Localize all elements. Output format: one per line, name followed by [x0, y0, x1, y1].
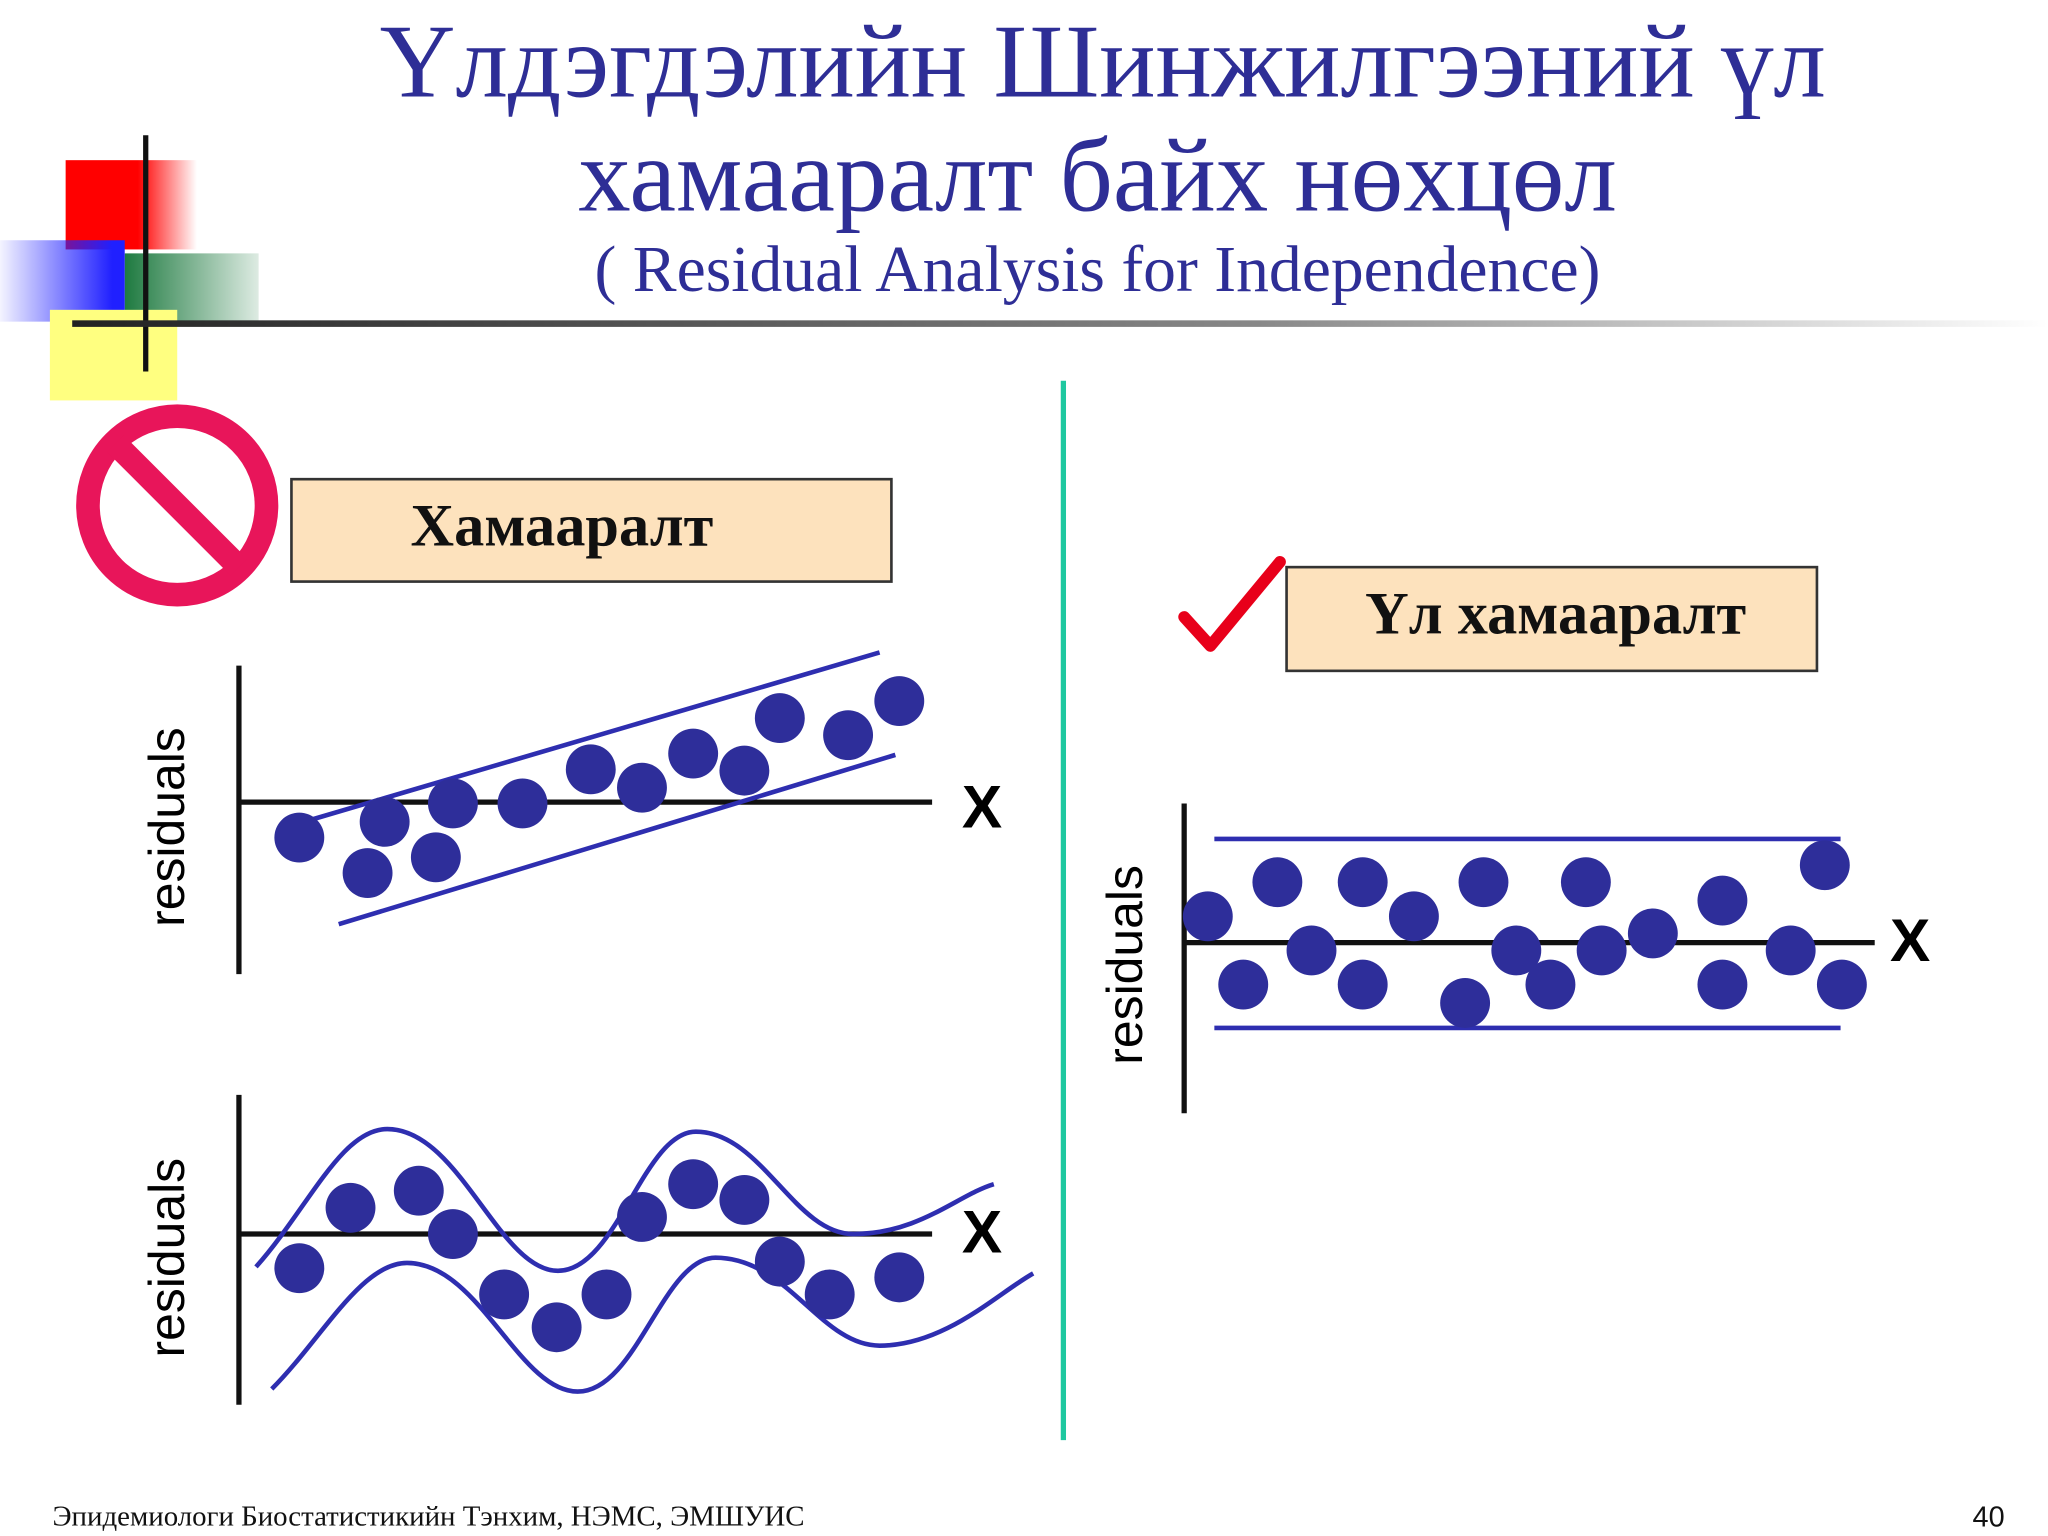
- dot: [479, 1269, 530, 1320]
- deco-blue: [0, 240, 125, 322]
- dot: [1182, 891, 1233, 942]
- title-line: хамааралт байх нөхцөл: [578, 117, 1617, 234]
- dot: [668, 1159, 719, 1210]
- residual-plot: [1181, 803, 1875, 1114]
- dot: [874, 676, 925, 726]
- dot: [1765, 925, 1816, 976]
- y-label: residuals: [139, 727, 195, 927]
- dot: [1816, 959, 1867, 1010]
- dot: [874, 1252, 925, 1303]
- dot: [359, 796, 410, 847]
- dot: [393, 1165, 444, 1216]
- dot: [531, 1302, 582, 1353]
- dot: [427, 778, 478, 829]
- dot: [617, 762, 667, 813]
- dot: [410, 832, 461, 883]
- check-mark: [1178, 555, 1286, 652]
- dot: [1697, 959, 1748, 1010]
- x-label: X: [962, 1198, 1002, 1266]
- page-number: 40: [1973, 1502, 2005, 1534]
- dot: [668, 728, 719, 779]
- dot: [823, 710, 874, 761]
- no-sign: [76, 404, 279, 607]
- dot: [1576, 925, 1627, 976]
- dot: [1388, 891, 1439, 942]
- dot: [1697, 875, 1748, 926]
- deco-hline: [72, 320, 2048, 327]
- dot: [617, 1192, 667, 1242]
- dot: [1440, 978, 1491, 1028]
- subtitle: ( Residual Analysis for Independence): [595, 234, 1601, 306]
- dot: [1218, 959, 1269, 1010]
- dot: [719, 745, 770, 796]
- footer-text: Эпидемиологи Биостатистикийн Тэнхим, НЭМ…: [53, 1501, 805, 1533]
- dot: [754, 1236, 805, 1287]
- panel-label: Хамааралт: [411, 493, 714, 560]
- dot: [1458, 857, 1509, 908]
- label-box: [290, 477, 893, 583]
- x-label: X: [1890, 906, 1930, 974]
- dot: [754, 693, 805, 744]
- residual-plot: [236, 1094, 1035, 1405]
- x-label: X: [962, 772, 1002, 840]
- label-box: [1285, 565, 1819, 673]
- dot: [1337, 959, 1388, 1010]
- dot: [342, 848, 393, 898]
- dot: [1799, 840, 1850, 891]
- dot: [719, 1174, 770, 1225]
- dot: [274, 1243, 325, 1294]
- dot: [427, 1209, 478, 1259]
- dot: [565, 744, 616, 795]
- dot: [274, 812, 325, 863]
- residual-plot: [236, 650, 933, 975]
- title-line: Үлдэгдэлийн Шинжилгээний үл: [380, 2, 1826, 119]
- dot: [804, 1269, 855, 1320]
- dot: [581, 1269, 632, 1320]
- dot: [325, 1182, 376, 1233]
- deco-red: [65, 160, 197, 250]
- dot: [497, 778, 548, 829]
- y-label: residuals: [1097, 865, 1153, 1065]
- dot: [1525, 959, 1576, 1010]
- dot: [1627, 908, 1678, 959]
- dot: [1286, 925, 1337, 976]
- y-label: residuals: [139, 1158, 195, 1358]
- dot: [1560, 857, 1611, 908]
- panel-label: Үл хамааралт: [1365, 581, 1746, 648]
- dot: [1491, 925, 1542, 976]
- dot: [1252, 857, 1303, 908]
- dot: [1337, 857, 1388, 908]
